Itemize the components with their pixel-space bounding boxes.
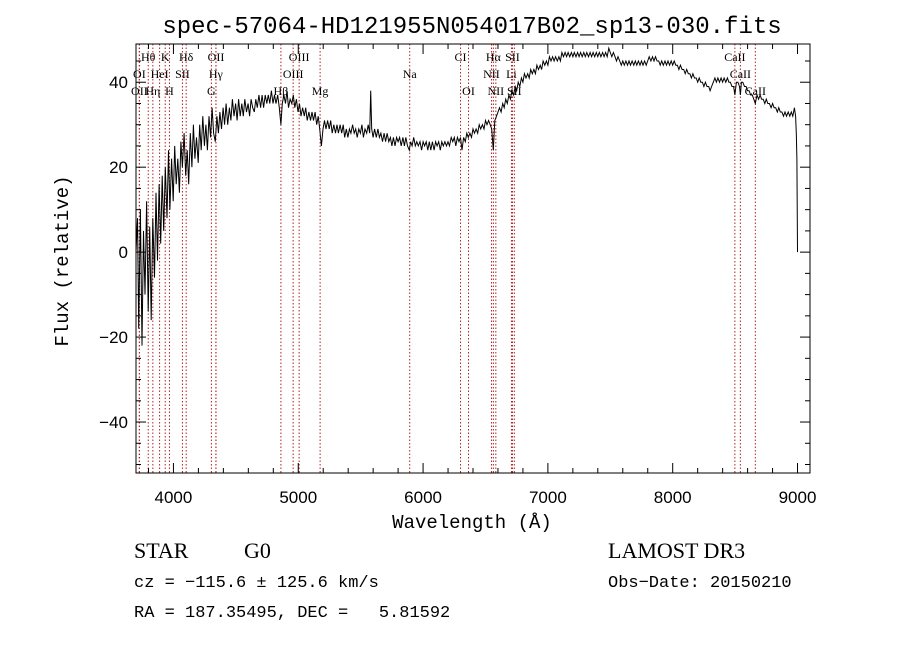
x-tick-labels: 4000 5000 6000 7000 8000 9000 xyxy=(155,488,817,507)
y-axis-label: Flux (relative) xyxy=(52,175,74,346)
spectral-line-label: Hη xyxy=(145,84,160,98)
spectral-line-label: OII xyxy=(131,84,148,98)
spectral-line-label: NII xyxy=(488,84,505,98)
spectral-line-label: OI xyxy=(133,67,146,81)
spectral-line-label: Na xyxy=(403,67,418,81)
spectral-line-label: HeI xyxy=(151,67,169,81)
y-tick-label: 40 xyxy=(109,73,128,92)
spectral-line-label: Hα xyxy=(486,50,502,64)
spectral-line-label: Hγ xyxy=(209,67,224,81)
spectral-line-label: NII xyxy=(483,67,500,81)
spectral-line-label: CI xyxy=(455,50,467,64)
spectral-line-label: G xyxy=(207,84,216,98)
spectral-line-label: Hδ xyxy=(179,50,194,64)
spectral-line-label: Mg xyxy=(312,84,329,98)
x-tick-label: 6000 xyxy=(404,488,442,507)
x-tick-label: 8000 xyxy=(654,488,692,507)
spectral-line-label: Li xyxy=(506,67,517,81)
plot-frame xyxy=(135,43,811,474)
x-tick-label: 5000 xyxy=(279,488,317,507)
spectral-line-label: OI xyxy=(462,84,475,98)
y-tick-label: −40 xyxy=(99,413,128,432)
object-class: STAR xyxy=(134,538,189,563)
x-axis-label: Wavelength (Å) xyxy=(392,512,552,534)
spectral-line-label: CaII xyxy=(724,50,745,64)
spectral-line-label: Hθ xyxy=(141,50,156,64)
spectral-line-label: SII xyxy=(505,50,520,64)
spectral-line-label: CaII xyxy=(730,67,751,81)
x-tick-label: 4000 xyxy=(155,488,193,507)
coordinates: RA = 187.35495, DEC = 5.81592 xyxy=(134,604,451,623)
x-tick-label: 9000 xyxy=(779,488,817,507)
redshift-readout: cz = −115.6 ± 125.6 km/s xyxy=(134,574,379,593)
spectral-line-label: SII xyxy=(175,67,190,81)
y-tick-label: −20 xyxy=(99,328,128,347)
obs-date: Obs−Date: 20150210 xyxy=(608,574,792,593)
object-subclass: G0 xyxy=(244,538,271,563)
y-tick-label: 20 xyxy=(109,158,128,177)
spectral-line-label: K xyxy=(161,50,170,64)
spectral-line-label: OII xyxy=(208,50,225,64)
spectral-line-label: Hβ xyxy=(274,84,289,98)
x-tick-label: 7000 xyxy=(529,488,567,507)
spectral-line-label: OIII xyxy=(283,67,304,81)
spectral-line-label: OIII xyxy=(289,50,310,64)
chart-title: spec-57064-HD121955N054017B02_sp13-030.f… xyxy=(162,14,781,41)
survey-name: LAMOST DR3 xyxy=(608,538,746,563)
y-tick-labels: −40 −20 0 20 40 xyxy=(99,73,128,432)
spectrum-line xyxy=(135,46,798,346)
y-tick-label: 0 xyxy=(119,243,128,262)
axis-ticks xyxy=(136,44,810,473)
spectral-line-label: H xyxy=(165,84,174,98)
